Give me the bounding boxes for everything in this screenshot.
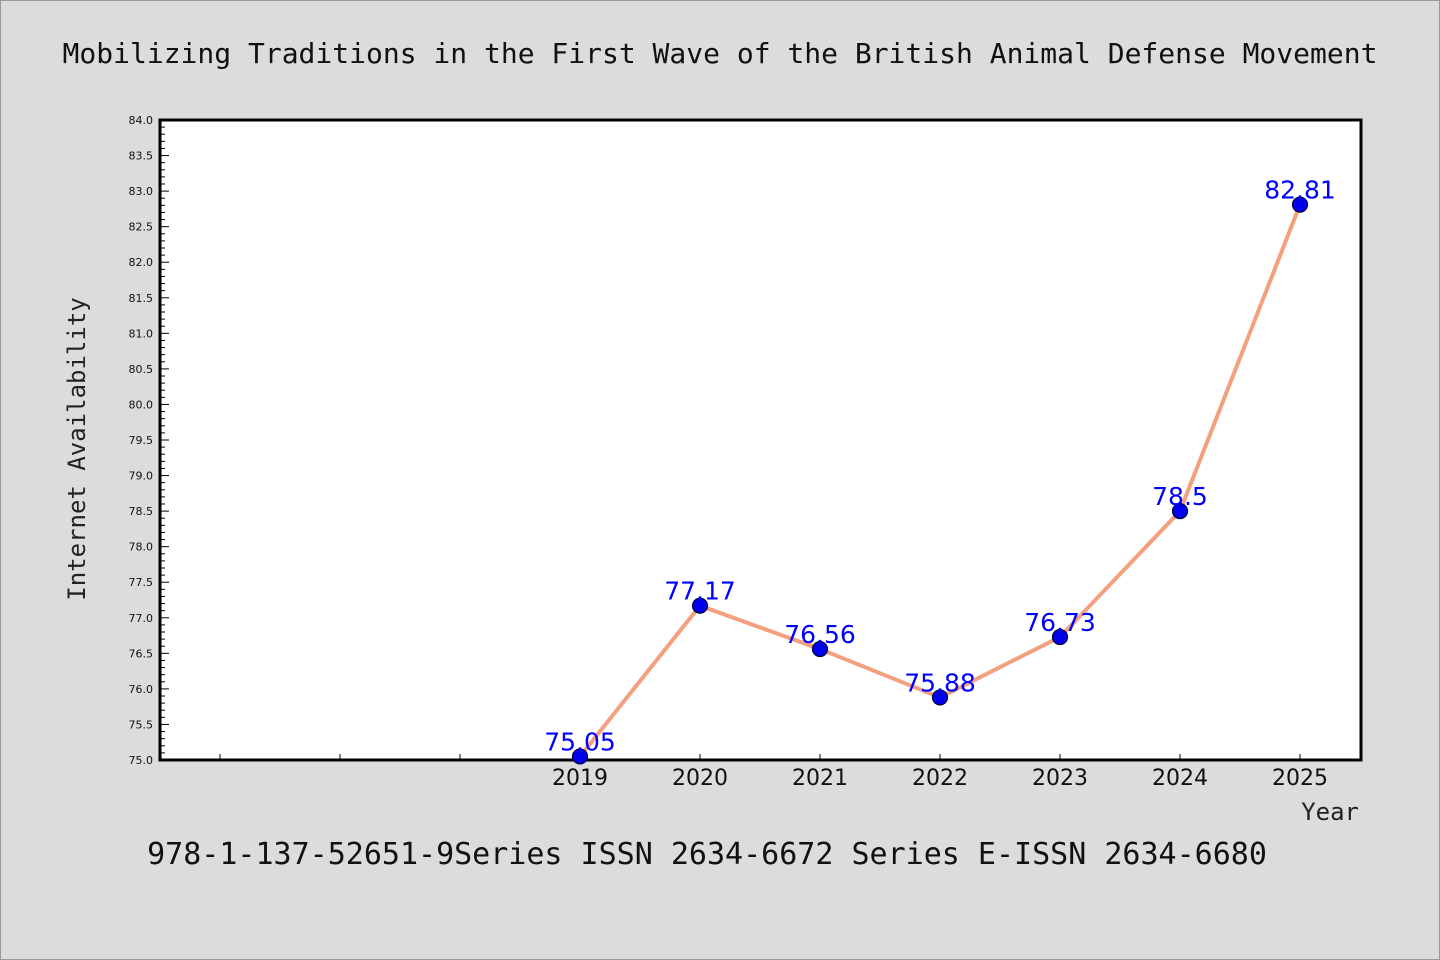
data-label: 76.56 bbox=[784, 620, 856, 649]
y-tick-label: 81.0 bbox=[129, 327, 154, 340]
x-tick-label: 2025 bbox=[1272, 766, 1328, 791]
x-axis-title: Year bbox=[1301, 798, 1359, 826]
x-tick-label: 2019 bbox=[552, 766, 608, 791]
y-tick-label: 78.5 bbox=[129, 505, 154, 518]
plot-area bbox=[158, 118, 1363, 762]
y-tick-label: 76.0 bbox=[129, 683, 154, 696]
data-point-marker bbox=[1051, 628, 1069, 646]
data-label: 75.05 bbox=[544, 727, 616, 756]
data-point-marker bbox=[571, 748, 589, 765]
y-tick-label: 84.0 bbox=[129, 114, 154, 127]
y-tick-label: 77.5 bbox=[129, 576, 154, 589]
data-label: 76.73 bbox=[1024, 608, 1096, 637]
series-layer bbox=[571, 196, 1309, 765]
x-tick-label: 2022 bbox=[912, 766, 968, 791]
y-tick-label: 78.0 bbox=[129, 541, 154, 554]
y-tick-label: 77.0 bbox=[129, 612, 154, 625]
y-tick-label: 83.0 bbox=[129, 185, 154, 198]
y-tick-label: 80.0 bbox=[129, 398, 154, 411]
y-axis-title: Internet Availability bbox=[63, 297, 91, 600]
x-tick-label: 2024 bbox=[1152, 766, 1208, 791]
data-label: 77.17 bbox=[664, 577, 736, 606]
data-label-layer: 75.05 77.17 76.56 75.88 76.73 78.5 82.81 bbox=[544, 176, 1336, 757]
isbn-caption: 978-1-137-52651-9Series ISSN 2634-6672 S… bbox=[147, 837, 1267, 872]
data-label: 78.5 bbox=[1152, 482, 1208, 511]
data-point-marker bbox=[691, 597, 709, 614]
y-tick-label: 83.5 bbox=[129, 150, 154, 163]
x-axis: 2019 2020 2021 2022 2023 2024 2025 bbox=[219, 754, 1328, 791]
y-tick-label: 79.0 bbox=[129, 470, 154, 483]
y-tick-label: 80.5 bbox=[129, 363, 154, 376]
y-tick-label: 76.5 bbox=[129, 647, 154, 660]
data-point-marker bbox=[811, 640, 829, 658]
y-tick-label: 82.0 bbox=[129, 256, 154, 269]
y-tick-label: 75.5 bbox=[129, 718, 154, 731]
y-tick-label: 81.5 bbox=[129, 292, 154, 305]
data-label: 75.88 bbox=[904, 668, 976, 697]
data-label: 82.81 bbox=[1264, 176, 1336, 205]
x-tick-label: 2021 bbox=[792, 766, 848, 791]
chart-title: Mobilizing Traditions in the First Wave … bbox=[63, 37, 1378, 70]
y-axis: 75.0 75.5 76.0 76.5 77.0 77.5 78.0 78.5 79.0 79.5… bbox=[129, 114, 169, 767]
y-tick-label: 79.5 bbox=[129, 434, 154, 447]
data-point-marker bbox=[931, 689, 949, 706]
y-tick-label: 82.5 bbox=[129, 221, 154, 234]
data-point-marker bbox=[1291, 196, 1309, 213]
data-point-marker bbox=[1171, 503, 1189, 520]
x-tick-label: 2020 bbox=[672, 766, 728, 791]
y-tick-label: 75.0 bbox=[129, 754, 154, 767]
x-tick-label: 2023 bbox=[1032, 766, 1088, 791]
